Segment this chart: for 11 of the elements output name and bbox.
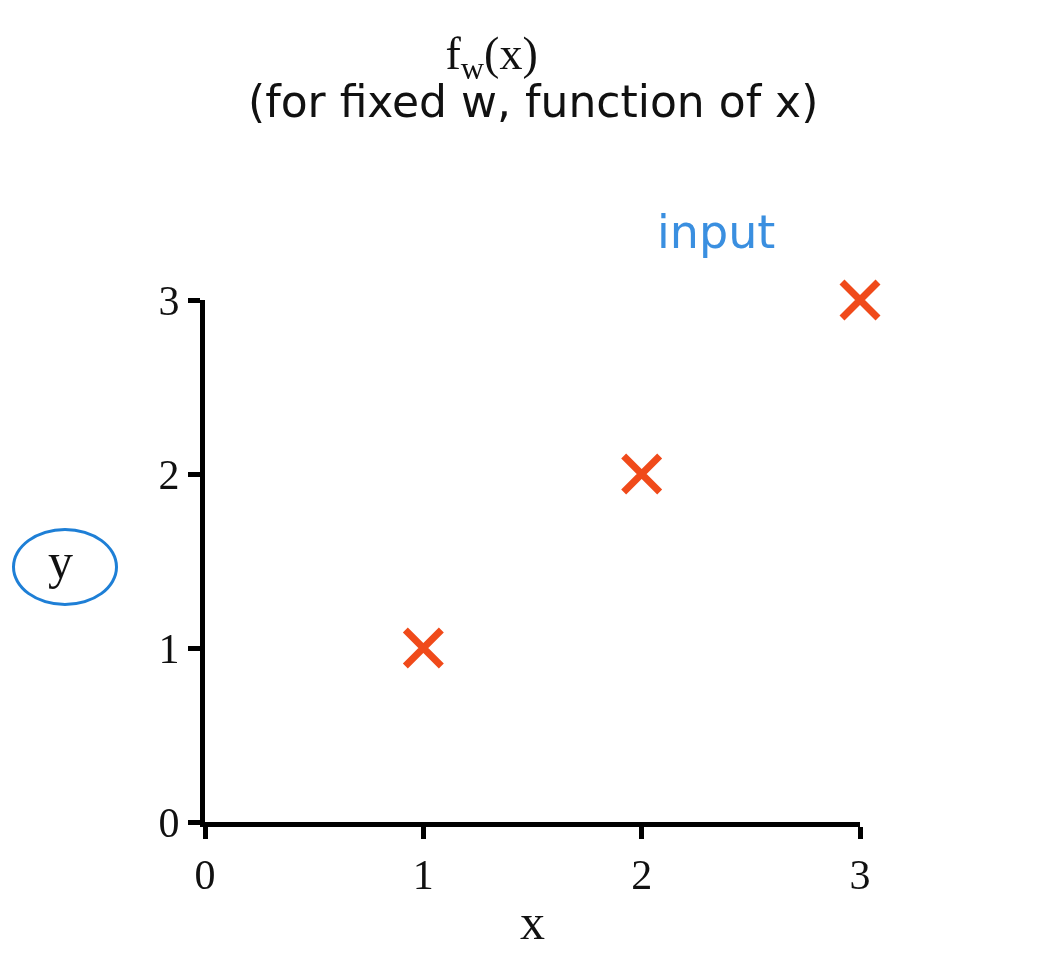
x-tick-label: 0: [194, 852, 216, 899]
x-tick-label: 3: [849, 852, 871, 899]
text: input: [657, 205, 776, 259]
x-axis-title: x: [520, 893, 545, 950]
y-axis-title: y: [48, 533, 73, 589]
y-tick-label: 2: [158, 451, 180, 498]
x-tick-label: 1: [412, 852, 434, 899]
y-tick-label: 0: [158, 799, 180, 846]
y-tick-label: 3: [158, 277, 180, 324]
x-tick-label: 2: [631, 852, 653, 899]
y-tick-label: 1: [158, 625, 180, 672]
